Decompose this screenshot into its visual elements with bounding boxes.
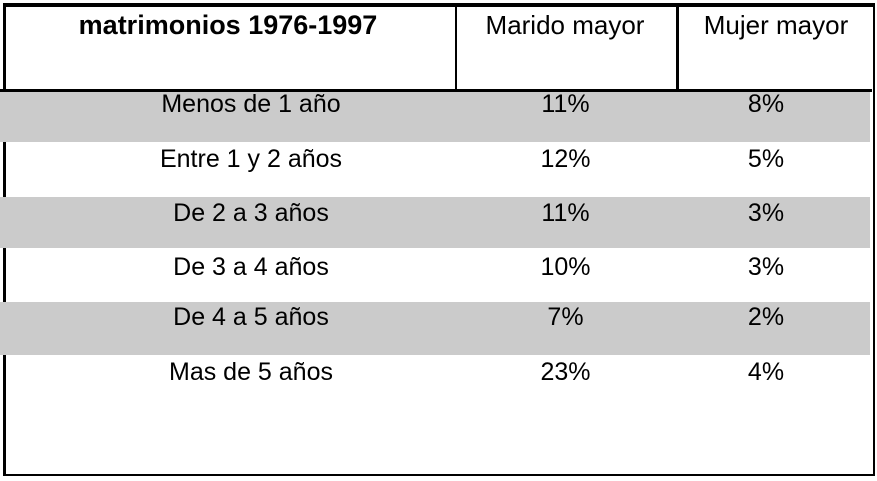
table-row: De 4 a 5 años 7% 2% [0,304,877,356]
column-header-marido-mayor: Marido mayor [485,10,645,40]
row-label: De 3 a 4 años [173,253,329,281]
mujer-mayor-value: 3% [747,199,785,227]
header-column-divider-2 [676,7,679,89]
marido-mayor-value: 11% [541,90,590,118]
marido-mayor-value: 23% [540,358,591,386]
header-divider-line [0,89,872,92]
mujer-mayor-value: 4% [747,358,785,386]
table-row: Entre 1 y 2 años 12% 5% [0,146,877,198]
row-shading-band [0,302,870,355]
marido-mayor-value: 7% [547,303,584,331]
mujer-mayor-value: 8% [747,90,785,118]
table-title: matrimonios 1976-1997 [78,10,378,40]
table-header-row: matrimonios 1976-1997 Marido mayor Mujer… [3,4,875,89]
table-row: De 2 a 3 años 11% 3% [0,200,877,252]
mujer-mayor-value: 5% [747,145,785,173]
header-column-divider-1 [455,7,457,89]
row-label: De 4 a 5 años [173,303,329,331]
marido-mayor-value: 11% [541,199,590,227]
mujer-mayor-value: 2% [747,303,785,331]
row-label: Entre 1 y 2 años [159,145,343,173]
column-header-mujer-mayor: Mujer mayor [703,10,849,40]
marido-mayor-value: 10% [540,253,591,281]
table-row: Menos de 1 año 11% 8% [0,91,877,143]
marido-mayor-value: 12% [540,145,591,173]
row-label: De 2 a 3 años [173,199,329,227]
mujer-mayor-value: 3% [747,253,785,281]
table-row: De 3 a 4 años 10% 3% [0,254,877,306]
row-shading-band [0,92,870,142]
table-row: Mas de 5 años 23% 4% [0,359,877,411]
row-shading-band [0,197,870,248]
row-label: Menos de 1 año [161,90,341,118]
row-label: Mas de 5 años [169,358,333,386]
